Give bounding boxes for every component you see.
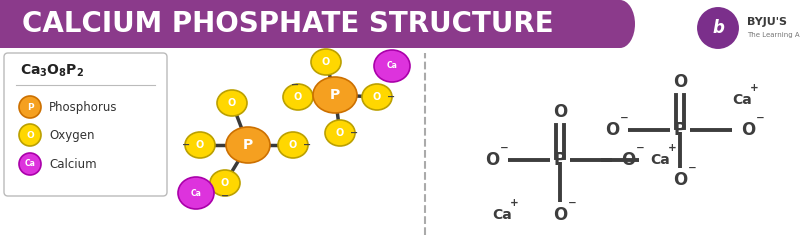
Text: Ca: Ca (190, 188, 202, 198)
Text: P: P (330, 88, 340, 102)
Text: O: O (221, 178, 229, 188)
Ellipse shape (185, 132, 215, 158)
Ellipse shape (283, 84, 313, 110)
Ellipse shape (311, 49, 341, 75)
Ellipse shape (217, 90, 247, 116)
Ellipse shape (226, 127, 270, 163)
Text: O: O (336, 128, 344, 138)
Text: Oxygen: Oxygen (49, 128, 94, 142)
Text: Phosphorus: Phosphorus (49, 101, 118, 114)
Text: O: O (673, 73, 687, 91)
Text: Ca: Ca (650, 153, 670, 167)
Text: O: O (196, 140, 204, 150)
Text: Ca: Ca (386, 62, 398, 70)
Text: Ca: Ca (492, 208, 512, 222)
Text: Calcium: Calcium (49, 158, 97, 170)
Text: +: + (750, 83, 758, 93)
Text: O: O (373, 92, 381, 102)
Text: CALCIUM PHOSPHATE STRUCTURE: CALCIUM PHOSPHATE STRUCTURE (22, 10, 554, 38)
Text: O: O (741, 121, 755, 139)
Text: −: − (303, 140, 311, 150)
Ellipse shape (278, 132, 308, 158)
Text: O: O (673, 171, 687, 189)
Text: O: O (294, 92, 302, 102)
Text: O: O (322, 57, 330, 67)
Text: −: − (688, 163, 697, 173)
Ellipse shape (210, 170, 240, 196)
Ellipse shape (325, 120, 355, 146)
Text: P: P (243, 138, 253, 152)
Circle shape (19, 96, 41, 118)
Text: O: O (605, 121, 619, 139)
Text: O: O (26, 130, 34, 140)
Circle shape (696, 6, 740, 50)
Text: −: − (500, 143, 509, 153)
Text: O: O (553, 206, 567, 224)
Text: O: O (289, 140, 297, 150)
Text: BYJU'S: BYJU'S (747, 17, 787, 27)
Text: The Learning App: The Learning App (747, 32, 800, 38)
Text: O: O (553, 103, 567, 121)
Bar (0, 48, 800, 247)
Ellipse shape (313, 77, 357, 113)
Text: P: P (554, 151, 566, 169)
Text: −: − (636, 143, 645, 153)
Ellipse shape (178, 177, 214, 209)
Text: −: − (387, 92, 395, 102)
Text: −: − (291, 80, 299, 90)
Text: O: O (621, 151, 635, 169)
Text: P: P (674, 121, 686, 139)
Text: Ca: Ca (732, 93, 752, 107)
Text: b: b (712, 19, 724, 37)
Text: −: − (620, 113, 629, 123)
Text: −: − (568, 198, 577, 208)
Text: $\mathbf{Ca_3O_8P_2}$: $\mathbf{Ca_3O_8P_2}$ (20, 63, 84, 79)
Text: +: + (510, 198, 518, 208)
Text: O: O (485, 151, 499, 169)
Text: P: P (26, 103, 34, 111)
Text: +: + (668, 143, 677, 153)
Ellipse shape (374, 50, 410, 82)
Text: Ca: Ca (25, 160, 35, 168)
Ellipse shape (362, 84, 392, 110)
Text: −: − (350, 128, 358, 138)
FancyBboxPatch shape (4, 53, 167, 196)
Circle shape (19, 124, 41, 146)
Text: −: − (756, 113, 765, 123)
Ellipse shape (605, 0, 635, 48)
FancyBboxPatch shape (0, 0, 620, 48)
Text: O: O (228, 98, 236, 108)
Text: −: − (182, 140, 190, 150)
Circle shape (19, 153, 41, 175)
Text: −: − (221, 191, 229, 201)
